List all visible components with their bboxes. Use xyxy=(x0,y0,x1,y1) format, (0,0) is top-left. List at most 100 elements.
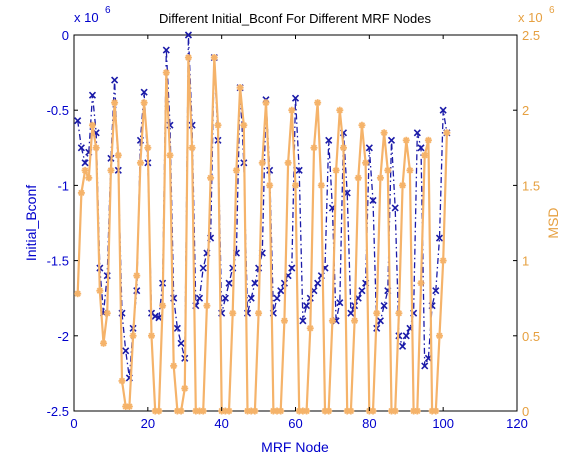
left-series-marker xyxy=(221,294,229,302)
left-y-axis-label: Initial_Bconf xyxy=(23,185,39,261)
right-exponent-power: 6 xyxy=(549,5,555,16)
left-series-marker xyxy=(435,234,444,242)
left-series-marker xyxy=(347,309,355,317)
right-series-marker xyxy=(88,121,96,129)
right-series-marker xyxy=(129,332,137,340)
right-series-marker xyxy=(317,181,325,189)
left-exponent-base: x 10 xyxy=(74,10,99,25)
left-series-marker xyxy=(77,144,85,152)
left-series-marker xyxy=(376,317,384,325)
right-series-marker xyxy=(373,309,381,317)
right-series-marker xyxy=(354,174,362,182)
left-exponent-power: 6 xyxy=(105,5,111,16)
right-series-marker xyxy=(424,136,432,144)
right-series-marker xyxy=(395,309,403,317)
right-series-marker xyxy=(376,174,384,182)
left-series-marker xyxy=(295,166,303,174)
right-series-marker xyxy=(266,181,274,189)
left-series-marker xyxy=(199,264,207,272)
left-series-marker xyxy=(195,294,204,302)
right-y-tick-label: 0 xyxy=(522,404,529,419)
left-series-marker xyxy=(277,287,285,295)
left-series-marker xyxy=(251,279,259,287)
x-tick-label: 20 xyxy=(141,416,155,431)
right-series-marker xyxy=(240,121,248,129)
left-series-marker xyxy=(402,332,410,340)
left-series-marker xyxy=(413,129,421,137)
right-series-marker xyxy=(100,339,108,347)
right-series-marker xyxy=(262,99,270,107)
left-series-marker xyxy=(155,314,163,322)
right-series-marker xyxy=(96,287,104,295)
x-tick-label: 120 xyxy=(506,416,528,431)
right-series-marker xyxy=(310,144,318,152)
right-series-marker xyxy=(292,181,299,189)
right-series-marker xyxy=(362,159,370,167)
right-series-marker xyxy=(277,407,285,415)
right-series-marker xyxy=(384,166,392,174)
left-series-marker xyxy=(365,144,373,152)
left-series-marker xyxy=(391,204,399,212)
right-series-marker xyxy=(406,166,414,174)
right-series-marker xyxy=(435,332,443,340)
left-y-tick-label: -2.5 xyxy=(47,404,69,419)
right-series-marker xyxy=(402,136,410,144)
x-tick-label: 60 xyxy=(288,416,302,431)
right-exponent-base: x 10 xyxy=(518,10,543,25)
right-series-marker xyxy=(439,257,447,265)
right-series-marker xyxy=(380,129,388,137)
left-series-marker xyxy=(173,324,181,332)
right-series-marker xyxy=(336,106,344,114)
right-series-marker xyxy=(347,407,355,415)
right-series-marker xyxy=(351,317,359,325)
left-series-marker xyxy=(314,279,322,287)
left-series-marker xyxy=(299,317,307,325)
right-series-marker xyxy=(85,174,93,182)
right-series-marker xyxy=(114,151,122,159)
left-series-marker xyxy=(421,362,429,370)
right-series-marker xyxy=(417,279,425,287)
left-series-marker xyxy=(439,106,447,114)
left-series-marker xyxy=(273,294,281,302)
right-series-marker xyxy=(258,159,266,167)
right-series-marker xyxy=(148,332,156,340)
right-series-marker xyxy=(443,129,451,137)
right-series-marker xyxy=(133,272,141,280)
left-series-marker xyxy=(387,136,396,144)
right-series-marker xyxy=(232,166,240,174)
right-series-marker xyxy=(328,317,336,325)
right-series-marker xyxy=(170,362,178,370)
right-series-marker xyxy=(177,407,185,415)
left-series-marker xyxy=(177,339,185,347)
right-series-marker xyxy=(325,407,333,415)
right-series-marker xyxy=(162,69,170,77)
right-series-marker xyxy=(236,84,244,92)
left-series-marker xyxy=(225,279,233,287)
right-y-tick-label: 2.5 xyxy=(522,28,540,43)
right-series-marker xyxy=(391,407,399,415)
right-series-marker xyxy=(199,407,207,415)
right-series-marker xyxy=(118,377,126,385)
right-series-marker xyxy=(125,402,133,410)
right-series-marker xyxy=(421,151,429,159)
right-y-axis-label: MSD xyxy=(545,207,561,238)
x-tick-label: 40 xyxy=(214,416,228,431)
right-series-marker xyxy=(184,54,192,62)
left-series-marker xyxy=(369,196,377,205)
right-series-marker xyxy=(166,151,174,159)
left-series-marker xyxy=(122,347,130,355)
x-tick-label: 0 xyxy=(70,416,77,431)
left-series-marker xyxy=(398,342,407,350)
left-series-marker xyxy=(358,287,366,295)
left-y-tick-label: -2 xyxy=(57,329,69,344)
left-series-marker xyxy=(140,88,148,96)
left-series-marker xyxy=(74,117,82,125)
right-series-marker xyxy=(306,324,314,332)
right-series-marker xyxy=(92,144,100,152)
left-series-marker xyxy=(417,144,425,152)
left-y-tick-label: 0 xyxy=(62,28,69,43)
right-series-marker xyxy=(229,309,237,317)
left-series-marker xyxy=(291,94,300,102)
right-series-marker xyxy=(432,407,440,415)
